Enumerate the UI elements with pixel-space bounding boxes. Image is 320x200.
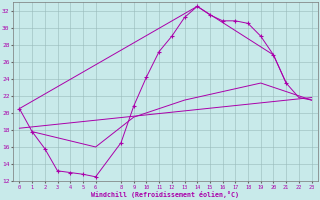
X-axis label: Windchill (Refroidissement éolien,°C): Windchill (Refroidissement éolien,°C) [92, 191, 239, 198]
